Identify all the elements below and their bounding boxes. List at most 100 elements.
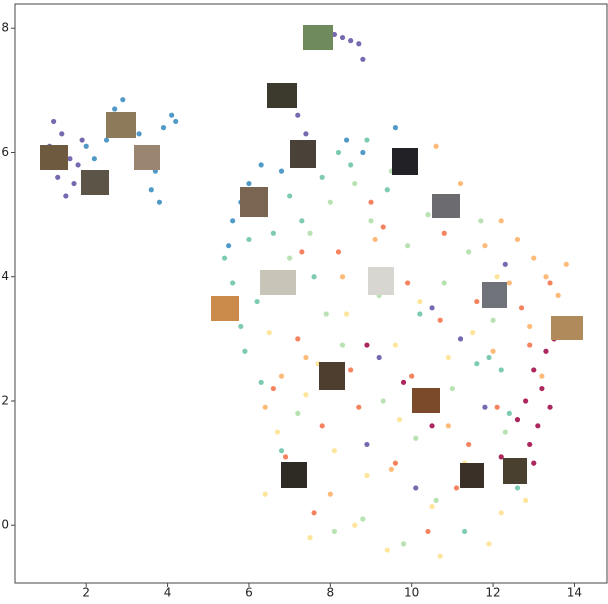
point	[55, 175, 60, 180]
point	[372, 237, 377, 242]
point	[531, 367, 536, 372]
point	[364, 137, 369, 142]
y-tick-label: 6	[1, 145, 9, 159]
point	[311, 274, 316, 279]
point	[336, 249, 341, 254]
point	[409, 374, 414, 379]
point	[364, 442, 369, 447]
point	[352, 181, 357, 186]
thumbnail	[106, 112, 136, 138]
point	[173, 119, 178, 124]
point	[539, 386, 544, 391]
thumbnail	[460, 463, 484, 488]
point	[267, 330, 272, 335]
point	[287, 193, 292, 198]
point	[438, 554, 443, 559]
thumbnail	[281, 462, 307, 488]
point	[417, 299, 422, 304]
point	[259, 162, 264, 167]
x-tick-label: 14	[567, 586, 582, 600]
y-tick-label: 2	[1, 393, 9, 407]
point	[564, 262, 569, 267]
thumbnail	[81, 170, 109, 195]
point	[377, 355, 382, 360]
point	[59, 131, 64, 136]
point	[446, 423, 451, 428]
point	[161, 125, 166, 130]
point	[80, 137, 85, 142]
point	[450, 386, 455, 391]
point	[283, 454, 288, 459]
point	[299, 249, 304, 254]
thumbnail	[392, 148, 418, 175]
point	[295, 113, 300, 118]
point	[490, 349, 495, 354]
point	[279, 374, 284, 379]
point	[393, 460, 398, 465]
point	[287, 255, 292, 260]
point	[344, 311, 349, 316]
thumbnail	[260, 270, 296, 295]
point	[490, 318, 495, 323]
point	[535, 423, 540, 428]
plot-frame	[15, 4, 607, 583]
point	[348, 38, 353, 43]
point	[543, 349, 548, 354]
point	[259, 380, 264, 385]
point	[393, 125, 398, 130]
point	[523, 498, 528, 503]
point	[478, 218, 483, 223]
point	[413, 485, 418, 490]
point	[112, 106, 117, 111]
point	[340, 35, 345, 40]
point	[503, 429, 508, 434]
point	[307, 535, 312, 540]
point	[507, 411, 512, 416]
point	[381, 398, 386, 403]
point	[446, 355, 451, 360]
point	[466, 442, 471, 447]
point	[368, 200, 373, 205]
point	[360, 57, 365, 62]
y-tick-label: 4	[1, 269, 9, 283]
point	[474, 299, 479, 304]
point	[495, 274, 500, 279]
point	[556, 293, 561, 298]
thumbnail	[503, 458, 527, 484]
point	[360, 150, 365, 155]
point	[356, 405, 361, 410]
thumbnail	[319, 362, 345, 390]
point	[360, 516, 365, 521]
point	[340, 274, 345, 279]
point	[462, 529, 467, 534]
point	[320, 423, 325, 428]
point	[226, 243, 231, 248]
point	[397, 417, 402, 422]
point	[336, 150, 341, 155]
point	[417, 311, 422, 316]
point	[348, 162, 353, 167]
point	[515, 237, 520, 242]
x-tick-label: 2	[82, 586, 90, 600]
point	[263, 492, 268, 497]
point	[332, 448, 337, 453]
point	[307, 231, 312, 236]
point	[527, 442, 532, 447]
point	[474, 361, 479, 366]
point	[466, 249, 471, 254]
thumbnail	[40, 145, 68, 170]
point	[527, 324, 532, 329]
point	[495, 405, 500, 410]
point	[531, 460, 536, 465]
point	[246, 237, 251, 242]
point	[434, 498, 439, 503]
point	[254, 299, 259, 304]
point	[295, 336, 300, 341]
point	[503, 262, 508, 267]
point	[405, 280, 410, 285]
point	[348, 367, 353, 372]
point	[263, 405, 268, 410]
point	[63, 193, 68, 198]
point	[136, 131, 141, 136]
point	[547, 280, 552, 285]
